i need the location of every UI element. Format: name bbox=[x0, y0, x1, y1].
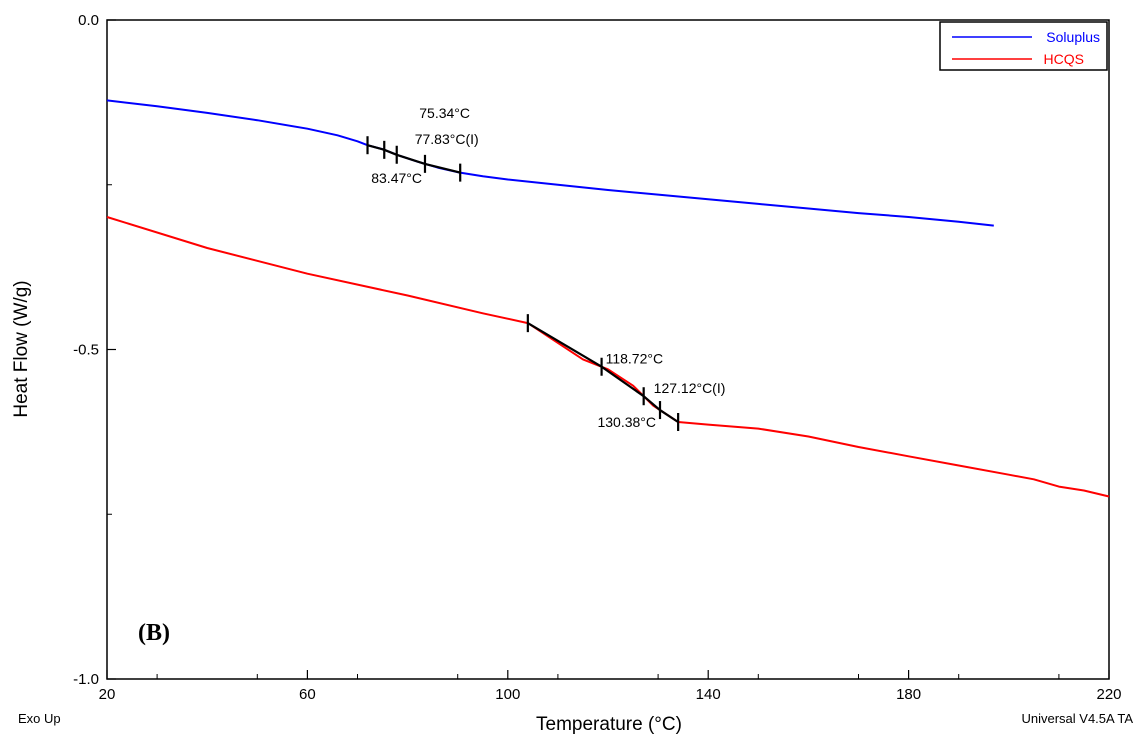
footer-software-version: Universal V4.5A TA bbox=[1021, 711, 1133, 726]
annotation-labels: 75.34°C 77.83°C(I) 83.47°C 118.72°C 127.12°C… bbox=[371, 105, 725, 430]
y-tick-label: -0.5 bbox=[73, 342, 99, 359]
transition-markers bbox=[366, 136, 680, 431]
panel-label: (B) bbox=[138, 620, 170, 646]
annotation-label: 77.83°C(I) bbox=[415, 131, 479, 147]
legend-label-soluplus: Soluplus bbox=[1046, 29, 1100, 45]
series-line-soluplus bbox=[106, 99, 994, 227]
transition-segment bbox=[367, 144, 461, 174]
axes: 20 60 100 140 180 220 0.0 -0.5 -1.0 bbox=[73, 12, 1121, 703]
legend-label-hcqs: HCQS bbox=[1044, 51, 1084, 67]
legend: Soluplus HCQS bbox=[939, 21, 1108, 71]
y-tick-label: -1.0 bbox=[73, 671, 99, 688]
x-tick-label: 60 bbox=[299, 686, 316, 703]
footer-exo-up: Exo Up bbox=[18, 711, 61, 726]
x-axis-label: Temperature (°C) bbox=[536, 714, 682, 735]
plot-frame bbox=[106, 19, 1110, 680]
x-tick-label: 180 bbox=[896, 686, 921, 703]
annotation-label: 130.38°C bbox=[597, 414, 656, 430]
annotation-label: 83.47°C bbox=[371, 170, 422, 186]
annotation-label: 75.34°C bbox=[419, 105, 470, 121]
annotation-label: 127.12°C(I) bbox=[654, 380, 726, 396]
legend-box bbox=[939, 21, 1108, 71]
x-tick-label: 220 bbox=[1096, 686, 1121, 703]
x-tick-label: 100 bbox=[495, 686, 520, 703]
y-axis-label: Heat Flow (W/g) bbox=[11, 280, 32, 417]
annotation-label: 118.72°C bbox=[606, 351, 664, 367]
y-tick-label: 0.0 bbox=[78, 12, 99, 29]
x-tick-label: 140 bbox=[696, 686, 721, 703]
x-tick-label: 20 bbox=[99, 686, 116, 703]
series-layer bbox=[106, 99, 1110, 498]
